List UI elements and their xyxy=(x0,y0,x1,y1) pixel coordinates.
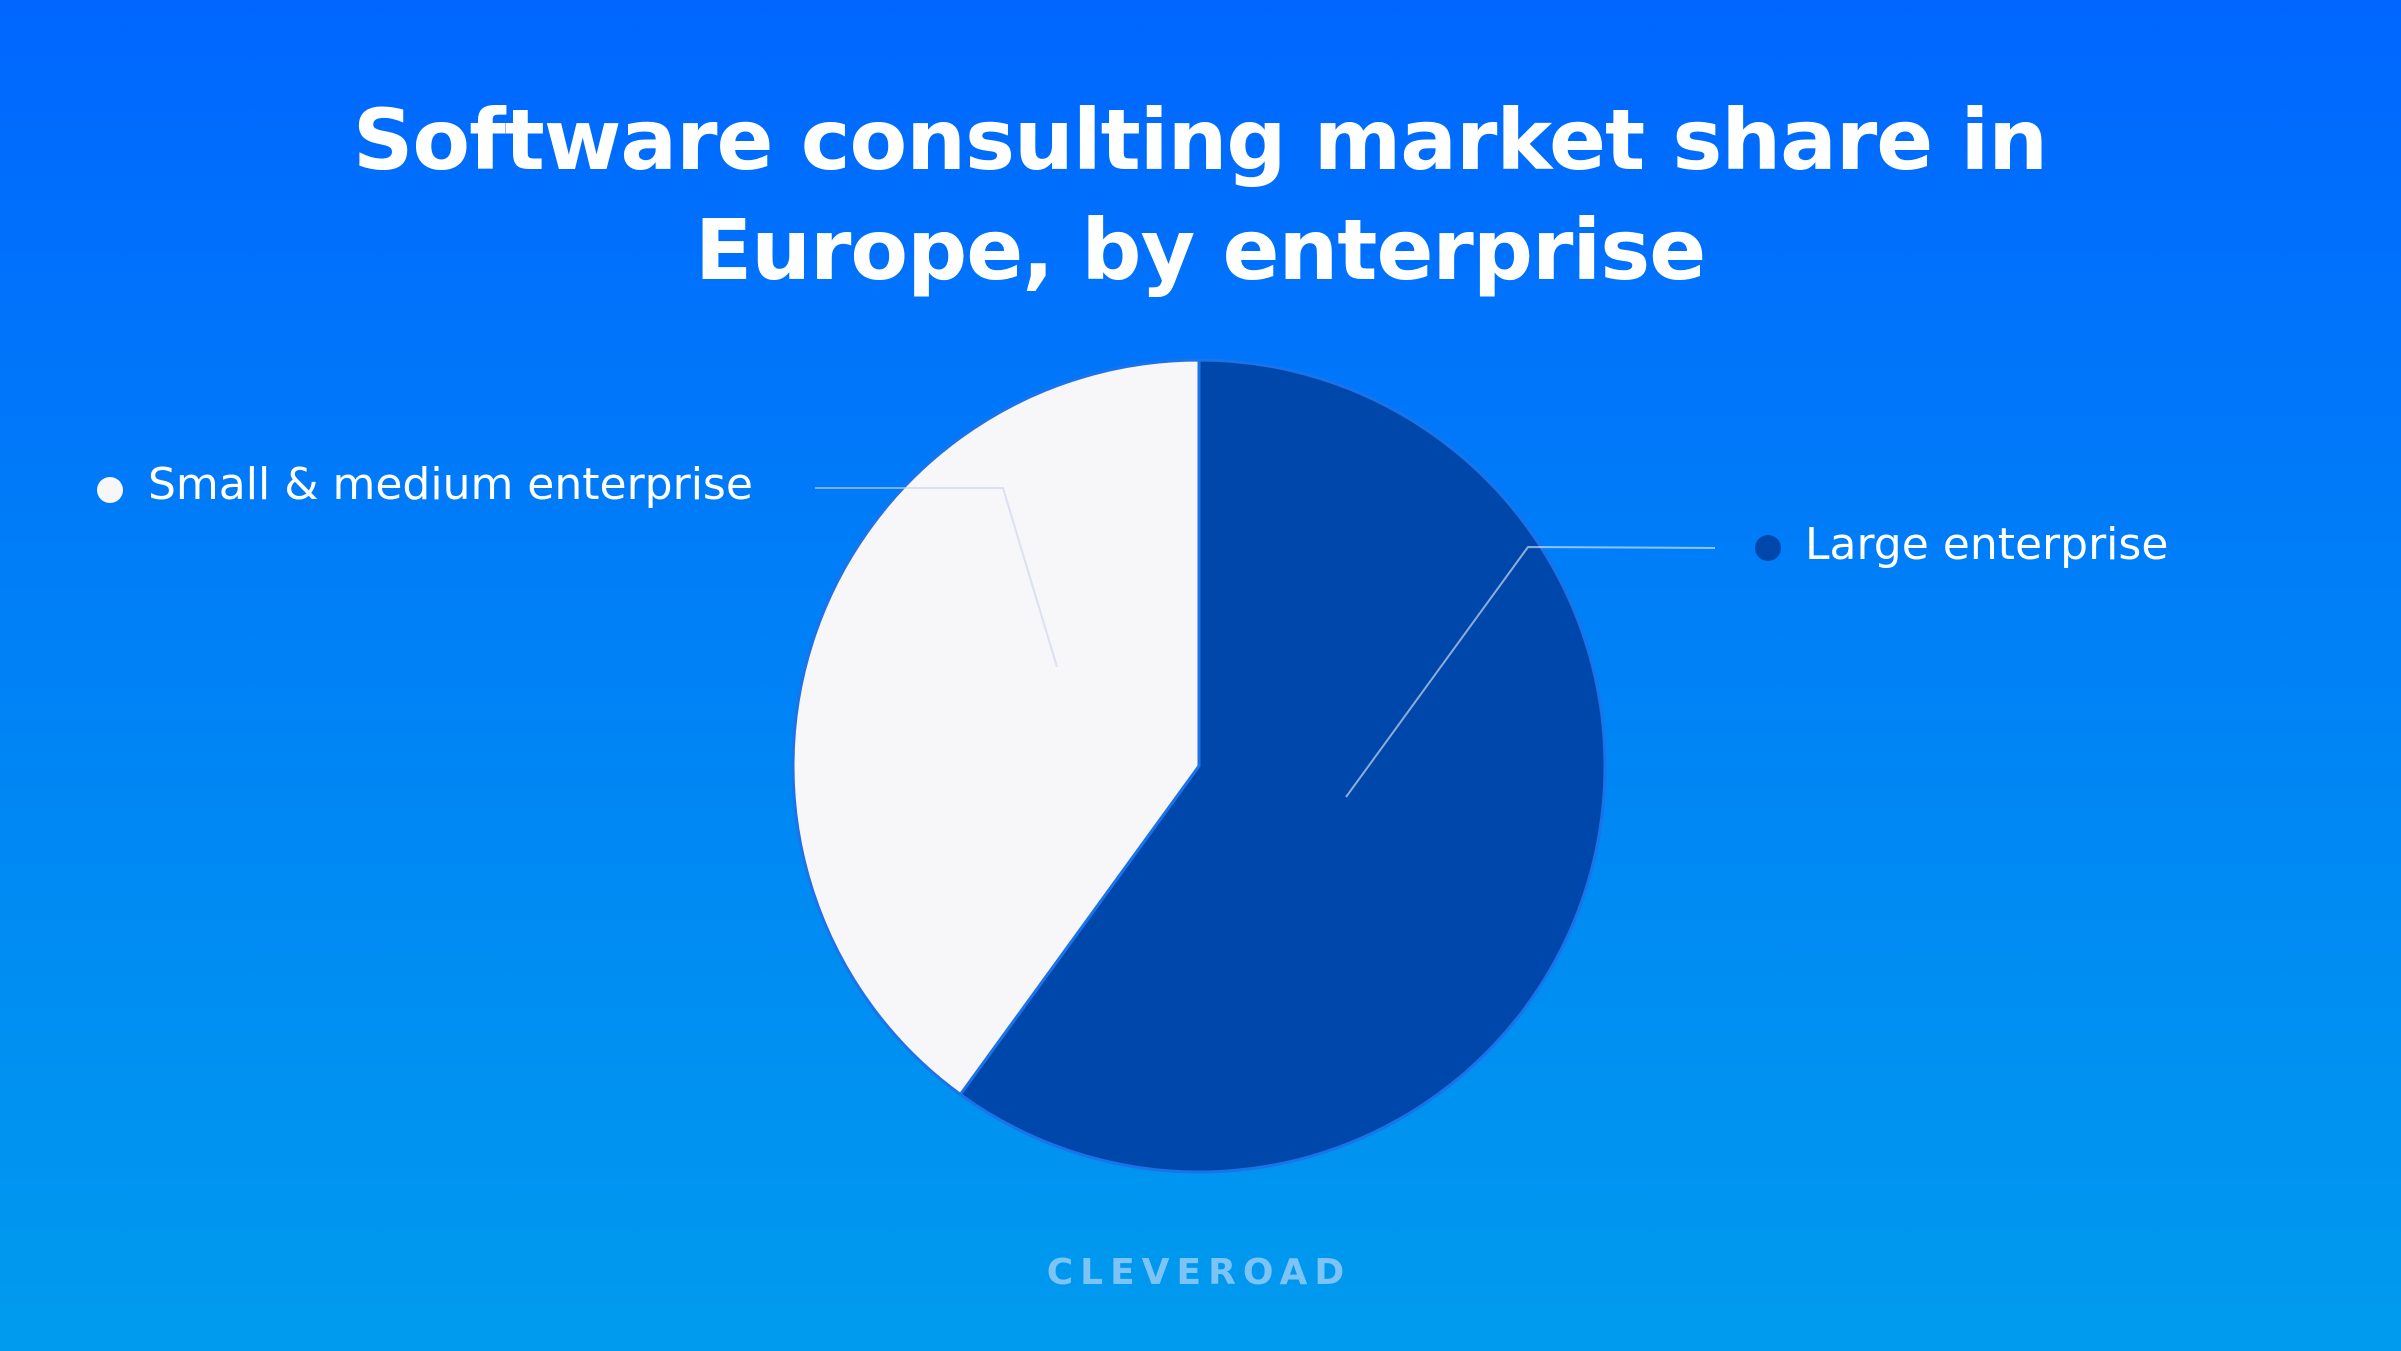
leader-line xyxy=(1345,545,1716,798)
legend-label: Small & medium enterprise xyxy=(148,459,753,510)
leader-line xyxy=(815,487,1058,668)
watermark: CLEVEROAD xyxy=(1047,1252,1352,1293)
legend-marker xyxy=(97,477,123,503)
legend-label: Large enterprise xyxy=(1805,519,2168,570)
legend-marker xyxy=(1755,535,1781,561)
pie-slice xyxy=(791,358,1201,1097)
chart-title: Software consulting market share in Euro… xyxy=(352,91,2048,299)
pie-slice xyxy=(958,358,1607,1174)
